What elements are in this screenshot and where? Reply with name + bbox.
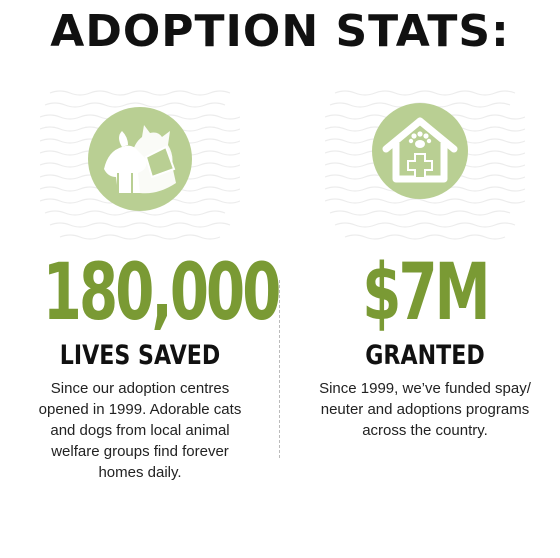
description-line: Since our adoption centres	[50, 380, 230, 397]
page-title: ADOPTION STATS:	[50, 6, 510, 57]
description-line: homes daily.	[98, 464, 182, 481]
stat-number: $7M	[362, 248, 490, 338]
stat-label: GRANTED	[365, 340, 485, 371]
description-line: opened in 1999. Adorable cats	[38, 401, 242, 418]
wave-pattern-background	[325, 90, 525, 240]
description-line: across the country.	[362, 422, 488, 439]
stat-label: LIVES SAVED	[59, 340, 221, 371]
stat-description: Since 1999, we’ve funded spay/ neuter an…	[290, 378, 560, 441]
icon-area	[290, 85, 560, 245]
cat-and-dog-icon	[88, 107, 192, 211]
description-line: welfare groups find forever	[51, 443, 229, 460]
stat-number: 180,000	[42, 248, 282, 338]
column-divider	[279, 280, 280, 458]
description-line: Since 1999, we’ve funded spay/	[319, 380, 531, 397]
description-line: and dogs from local animal	[50, 422, 230, 439]
icon-area	[5, 85, 275, 245]
stat-description: Since our adoption centres opened in 199…	[5, 378, 275, 483]
description-line: neuter and adoptions programs	[320, 401, 530, 418]
pet-hospital-house-icon	[372, 103, 468, 199]
